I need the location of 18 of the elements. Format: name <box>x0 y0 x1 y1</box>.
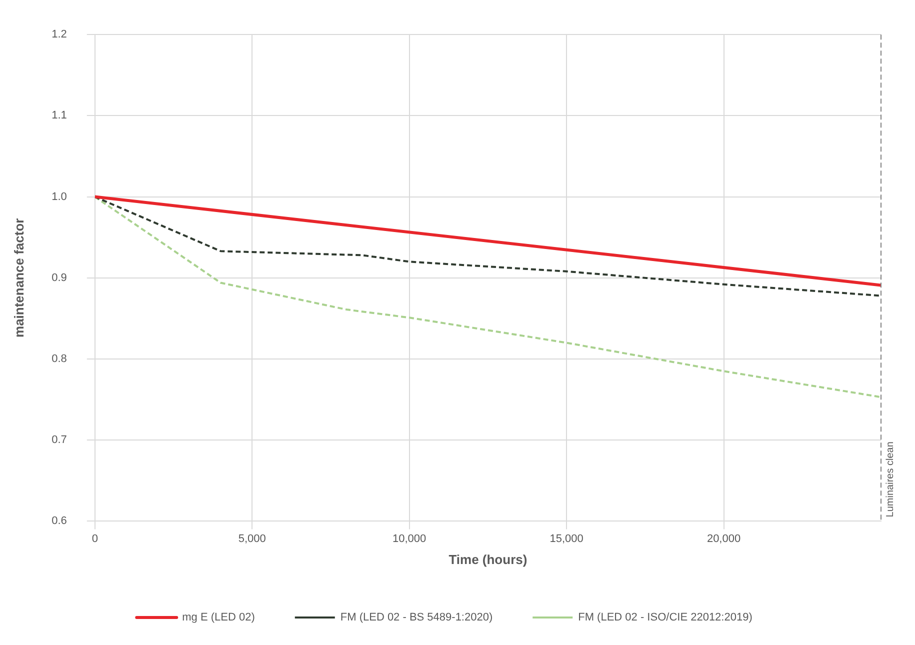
x-tick-label: 20,000 <box>706 532 741 545</box>
x-tick-label: 0 <box>92 532 98 545</box>
x-tick-label: 15,000 <box>550 532 584 545</box>
y-tick-label: 0.8 <box>52 353 67 366</box>
y-tick-label: 0.7 <box>52 434 67 446</box>
y-tick-label: 1.2 <box>52 28 67 41</box>
y-tick-label: 0.9 <box>52 272 67 284</box>
legend-label: FM (LED 02 - BS 5489-1:2020) <box>340 612 493 624</box>
legend-label: mg E (LED 02) <box>182 612 255 624</box>
x-axis-title: Time (hours) <box>448 552 528 567</box>
y-tick-label: 1.0 <box>52 190 67 203</box>
y-tick-label: 0.6 <box>52 515 67 528</box>
y-axis-title: maintenance factor <box>11 218 26 338</box>
x-tick-label: 10,000 <box>392 532 426 545</box>
ref-line-label: Luminaires clean <box>884 442 896 518</box>
y-tick-label: 1.1 <box>52 110 67 122</box>
legend-label: FM (LED 02 - ISO/CIE 22012:2019) <box>578 612 752 624</box>
x-tick-label: 5,000 <box>238 532 266 545</box>
